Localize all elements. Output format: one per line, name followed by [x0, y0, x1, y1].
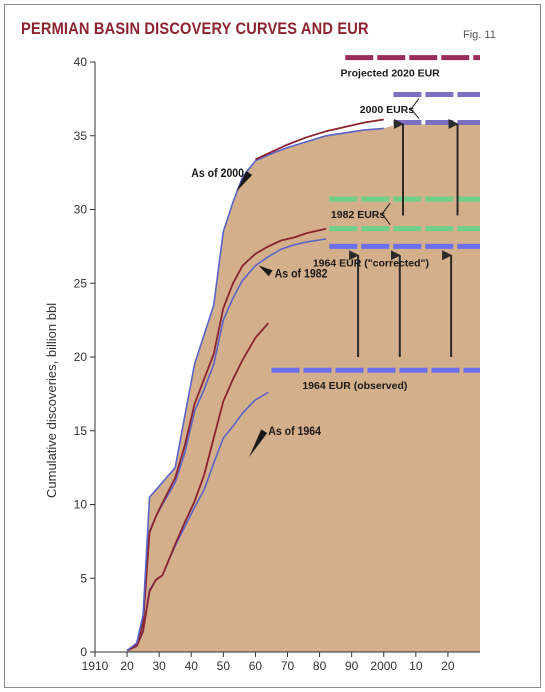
x-tick-label-2020: 20 — [441, 659, 455, 673]
discovery-curve-6 — [255, 118, 384, 161]
annotation-1: As of 2000 — [191, 167, 244, 180]
y-axis-label: Cumulative discoveries, billion bbl — [44, 303, 59, 498]
y-tick-label-15: 15 — [74, 424, 88, 438]
eur-label-projected-2020: Projected 2020 EUR — [341, 67, 441, 79]
x-tick-label-1910: 1910 — [82, 659, 109, 673]
discovery-curve-5 — [126, 127, 384, 652]
eur-label-1982: 1982 EURs — [331, 209, 385, 221]
annotation-3: As of 1964 — [268, 426, 321, 439]
eur-bracket-2 — [381, 202, 391, 225]
annotation-2: As of 1982 — [275, 268, 328, 281]
annotation-pointer-2 — [258, 265, 273, 277]
annotation-pointer-1 — [236, 171, 253, 192]
eur-label-1964-observed: 1964 EUR (observed) — [302, 380, 407, 392]
eur-label-2000: 2000 EURs — [360, 104, 414, 116]
y-tick-label-10: 10 — [74, 498, 88, 512]
x-tick-label-1960: 60 — [249, 659, 263, 673]
discovery-curve-4 — [126, 227, 327, 652]
figure-label: Fig. 11 — [463, 29, 496, 41]
x-tick-label-1980: 80 — [313, 659, 327, 673]
y-tick-label-30: 30 — [74, 203, 88, 217]
y-tick-label-0: 0 — [80, 645, 87, 659]
eur-label-1964-corrected: 1964 EUR ("corrected") — [313, 258, 429, 270]
x-tick-label-1970: 70 — [281, 659, 295, 673]
x-tick-label-1920: 20 — [120, 659, 134, 673]
y-tick-label-35: 35 — [74, 129, 88, 143]
discovery-curve-2 — [126, 322, 269, 652]
x-tick-label-1950: 50 — [217, 659, 231, 673]
annotation-pointer-3 — [249, 429, 268, 458]
x-tick-label-1990: 90 — [345, 659, 359, 673]
y-tick-label-5: 5 — [80, 571, 87, 585]
x-tick-label-2000: 2000 — [370, 659, 397, 673]
y-tick-label-25: 25 — [74, 276, 88, 290]
chart-title: PERMIAN BASIN DISCOVERY CURVES AND EUR — [21, 19, 369, 38]
eur-bracket-1 — [410, 98, 420, 119]
y-tick-label-40: 40 — [74, 55, 88, 69]
y-tick-label-20: 20 — [74, 350, 88, 364]
x-tick-label-1930: 30 — [152, 659, 166, 673]
x-tick-label-2010: 10 — [409, 659, 423, 673]
x-tick-label-1940: 40 — [185, 659, 199, 673]
